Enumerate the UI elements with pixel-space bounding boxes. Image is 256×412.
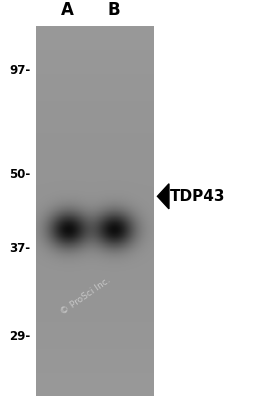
Text: 37-: 37- [9,241,31,255]
Text: A: A [61,1,74,19]
Text: 97-: 97- [9,64,31,77]
Polygon shape [157,184,169,209]
Text: B: B [108,1,120,19]
Text: 50-: 50- [9,168,31,180]
Text: © ProSci Inc.: © ProSci Inc. [59,276,112,317]
Text: TDP43: TDP43 [170,189,226,204]
Text: 29-: 29- [9,330,31,343]
